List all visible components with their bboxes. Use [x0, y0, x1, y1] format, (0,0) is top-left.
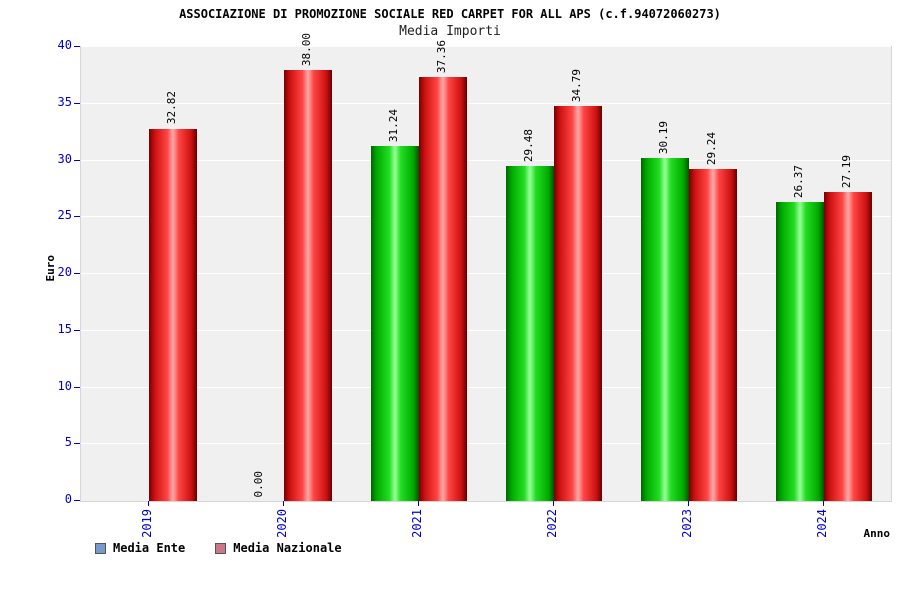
bar-value-media-nazionale-2023: 29.24 [704, 132, 718, 166]
y-tick-mark-35 [74, 102, 80, 104]
y-tick-label-35: 35 [57, 94, 72, 109]
y-tick-label-20: 20 [57, 265, 72, 279]
gridline-30 [81, 159, 891, 161]
chart-title: ASSOCIAZIONE DI PROMOZIONE SOCIALE RED C… [179, 7, 721, 21]
x-tick-label-2023: 2023 [679, 509, 694, 538]
y-tick-label-0: 0 [64, 492, 72, 506]
x-axis-label: Anno [863, 527, 891, 540]
y-tick-label-30: 30 [57, 151, 72, 166]
plot-area: 32.82 0.00 38.00 31.24 37.36 29.48 34.79 30.19 2… [80, 33, 892, 502]
gridline-5 [81, 443, 891, 445]
y-tick-mark-15 [74, 329, 80, 331]
gridline-15 [81, 329, 891, 331]
legend-label-media-ente: Media Ente [113, 541, 186, 555]
x-tick-mark-2022 [552, 501, 554, 506]
bar-media-nazionale-2019 [148, 128, 197, 501]
bar-value-media-ente-2024: 26.37 [791, 164, 805, 198]
bar-value-media-nazionale-2020: 38.00 [299, 32, 313, 66]
legend-item-media-nazionale: Media Nazionale [215, 541, 342, 555]
gridline-25 [81, 216, 891, 218]
y-tick-label-10: 10 [57, 378, 72, 393]
bar-value-media-nazionale-2022: 34.79 [569, 69, 583, 103]
bar-value-media-ente-2022: 29.48 [521, 129, 535, 163]
y-tick-mark-5 [74, 443, 80, 445]
x-tick-mark-2024 [822, 501, 824, 506]
chart-subtitle: Media Importi [399, 24, 501, 39]
y-tick-label-25: 25 [57, 208, 72, 223]
bar-media-ente-2022 [505, 166, 554, 501]
x-tick-label-2024: 2024 [814, 509, 829, 538]
bar-media-ente-2023 [640, 158, 689, 501]
bar-media-ente-2024 [775, 201, 824, 501]
bar-value-media-ente-2021: 31.24 [386, 109, 400, 143]
y-tick-mark-0 [74, 500, 80, 501]
y-tick-mark-10 [74, 386, 80, 388]
gridline-40 [81, 46, 891, 47]
legend-swatch-media-nazionale [215, 542, 227, 554]
legend-label-media-nazionale: Media Nazionale [233, 541, 342, 555]
y-tick-mark-40 [74, 46, 80, 47]
x-tick-mark-2020 [282, 501, 284, 506]
x-tick-mark-2019 [147, 501, 149, 506]
x-tick-label-2019: 2019 [139, 509, 154, 538]
bar-value-media-ente-2023: 30.19 [656, 121, 670, 155]
x-tick-mark-2023 [687, 501, 689, 506]
legend-item-media-ente: Media Ente [95, 541, 185, 555]
legend-swatch-media-ente [95, 542, 106, 554]
gridline-10 [81, 386, 891, 388]
x-tick-mark-2021 [417, 501, 419, 506]
bar-value-media-nazionale-2024: 27.19 [839, 155, 853, 189]
y-tick-mark-25 [74, 216, 80, 218]
y-tick-label-15: 15 [57, 321, 72, 336]
gridline-35 [81, 102, 891, 104]
x-tick-label-2022: 2022 [544, 509, 559, 538]
bar-media-nazionale-2023 [688, 169, 737, 501]
x-tick-label-2021: 2021 [409, 509, 424, 538]
bar-media-nazionale-2021 [418, 76, 467, 501]
gridline-20 [81, 273, 891, 274]
bar-value-media-ente-2020: 0.00 [251, 470, 265, 498]
bar-media-ente-2021 [370, 146, 419, 501]
x-tick-label-2020: 2020 [274, 509, 289, 538]
bar-media-nazionale-2022 [553, 106, 602, 501]
bar-value-media-nazionale-2019: 32.82 [164, 91, 178, 125]
bar-media-nazionale-2020 [283, 69, 332, 501]
y-tick-mark-30 [74, 159, 80, 161]
y-tick-label-5: 5 [64, 435, 72, 450]
bar-value-media-nazionale-2021: 37.36 [434, 39, 448, 73]
y-tick-label-40: 40 [57, 38, 72, 52]
y-tick-mark-20 [74, 273, 80, 274]
bar-media-nazionale-2024 [823, 192, 872, 501]
legend: Media Ente Media Nazionale [95, 541, 342, 555]
